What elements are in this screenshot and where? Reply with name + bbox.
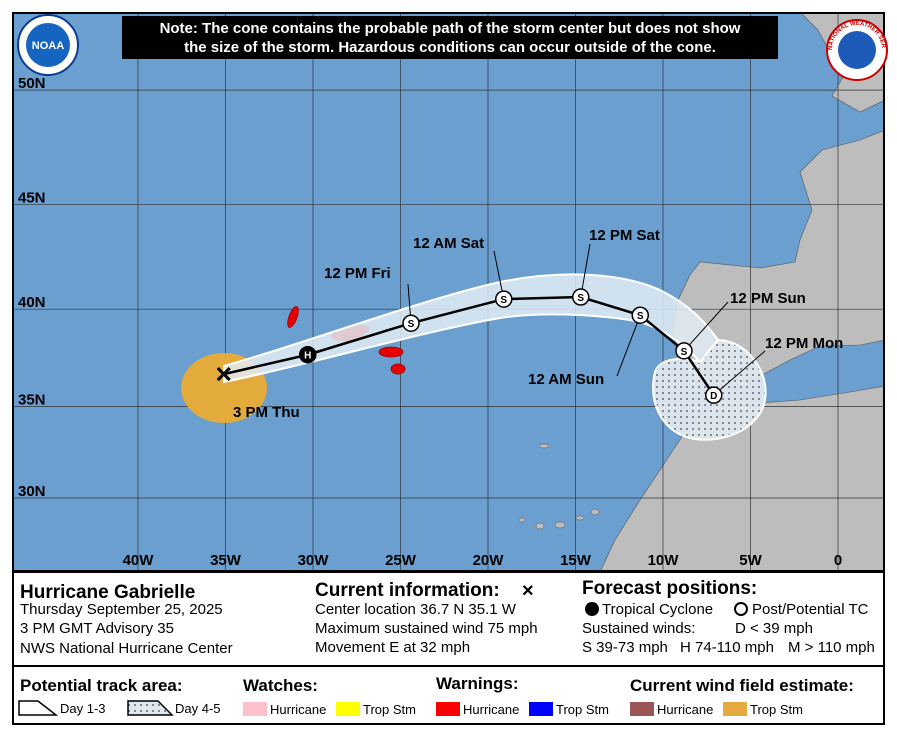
wind-hurricane-swatch [630, 702, 654, 716]
info-text: Thursday September 25, 2025 [20, 601, 223, 618]
time-label: 12 AM Sat [413, 235, 484, 252]
legend-text: Trop Stm [363, 702, 416, 717]
info-text: D < 39 mph [735, 620, 813, 637]
point-symbol: S [637, 311, 644, 322]
watch-hurricane-swatch [243, 702, 267, 716]
info-text: Tropical Cyclone [602, 601, 713, 618]
track-line [223, 295, 715, 396]
forecast-point [572, 288, 590, 306]
current-title: Current information: [315, 580, 500, 601]
time-label: 12 PM Fri [324, 265, 391, 282]
day45-swatch [127, 700, 174, 716]
lon-label: 10W [648, 552, 680, 569]
lon-label: 20W [473, 552, 505, 569]
legend-text: Hurricane [657, 702, 713, 717]
note-box [122, 16, 778, 59]
storm-name: Hurricane Gabrielle [20, 582, 195, 603]
info-text: NWS National Hurricane Center [20, 640, 233, 657]
point-symbol: S [681, 347, 688, 358]
lon-label: 15W [560, 552, 592, 569]
time-label: 12 PM Sun [730, 290, 806, 307]
info-text: H 74-110 mph [680, 639, 774, 656]
forecast-point [299, 345, 317, 364]
forecast-point [675, 342, 693, 360]
legend-text: Hurricane [270, 702, 326, 717]
info-text: Movement E at 32 mph [315, 639, 470, 656]
lon-label: 35W [210, 552, 242, 569]
info-text: M > 110 mph [788, 639, 875, 656]
info-text: Maximum sustained wind 75 mph [315, 620, 538, 637]
info-text: S 39-73 mph [582, 639, 668, 656]
point-symbol: H [304, 351, 311, 362]
lon-label: 40W [123, 552, 155, 569]
warning-hurricane-swatch [436, 702, 460, 716]
noaa-logo [26, 23, 70, 67]
note-text: the size of the storm. Hazardous conditi… [184, 39, 716, 56]
wind-ts-swatch [723, 702, 747, 716]
lat-label: 50N [18, 75, 46, 92]
time-label: 12 PM Sat [589, 227, 660, 244]
current-position [216, 367, 231, 382]
lat-label: 40N [18, 294, 46, 311]
current-marker: × [522, 580, 534, 602]
forecast-point [495, 290, 513, 308]
info-text: Post/Potential TC [752, 601, 869, 618]
legend-text: Hurricane [463, 702, 519, 717]
forecast-point [705, 386, 723, 404]
islands [518, 443, 600, 530]
nws-logo [838, 31, 876, 69]
forecast-point [631, 306, 649, 324]
lon-label: 30W [298, 552, 330, 569]
forecast-point [402, 314, 420, 332]
legend-text: Trop Stm [556, 702, 609, 717]
info-panel [12, 571, 885, 667]
forecast-title: Forecast positions: [582, 578, 757, 599]
legend-text: Day 1-3 [60, 701, 106, 716]
info-text: Sustained winds: [582, 620, 695, 637]
info-text: 3 PM GMT Advisory 35 [20, 620, 174, 637]
map: H S S S S S D [13, 13, 884, 571]
lon-label: 25W [385, 552, 417, 569]
time-label: 12 AM Sun [528, 371, 604, 388]
lat-label: 35N [18, 391, 46, 408]
day13-swatch [18, 700, 59, 716]
legend-title: Watches: [243, 676, 318, 695]
legend-title: Potential track area: [20, 676, 183, 695]
note-text: Note: The cone contains the probable pat… [160, 20, 741, 37]
lon-label: 5W [739, 552, 762, 569]
time-label: 3 PM Thu [233, 404, 300, 421]
legend-text: Trop Stm [750, 702, 803, 717]
point-symbol: S [577, 293, 584, 304]
watch-ts-swatch [336, 702, 360, 716]
legend-title: Current wind field estimate: [630, 676, 854, 695]
lat-label: 30N [18, 483, 46, 500]
legend-title: Warnings: [436, 674, 518, 693]
point-symbol: D [710, 391, 717, 402]
label-leader [713, 350, 766, 396]
label-leader [616, 315, 641, 377]
lon-label: 0 [834, 552, 842, 569]
label-leader [683, 301, 729, 352]
info-text: Center location 36.7 N 35.1 W [315, 601, 517, 618]
point-symbol: S [408, 319, 415, 330]
time-label: 12 PM Mon [765, 335, 843, 352]
tc-symbol [585, 602, 599, 616]
lat-label: 45N [18, 189, 46, 206]
label-leader [580, 243, 591, 298]
legend-text: Day 4-5 [175, 701, 221, 716]
ptc-symbol [734, 602, 748, 616]
point-symbol: S [500, 295, 507, 306]
warning-ts-swatch [529, 702, 553, 716]
noaa-text: NOAA [32, 40, 64, 52]
